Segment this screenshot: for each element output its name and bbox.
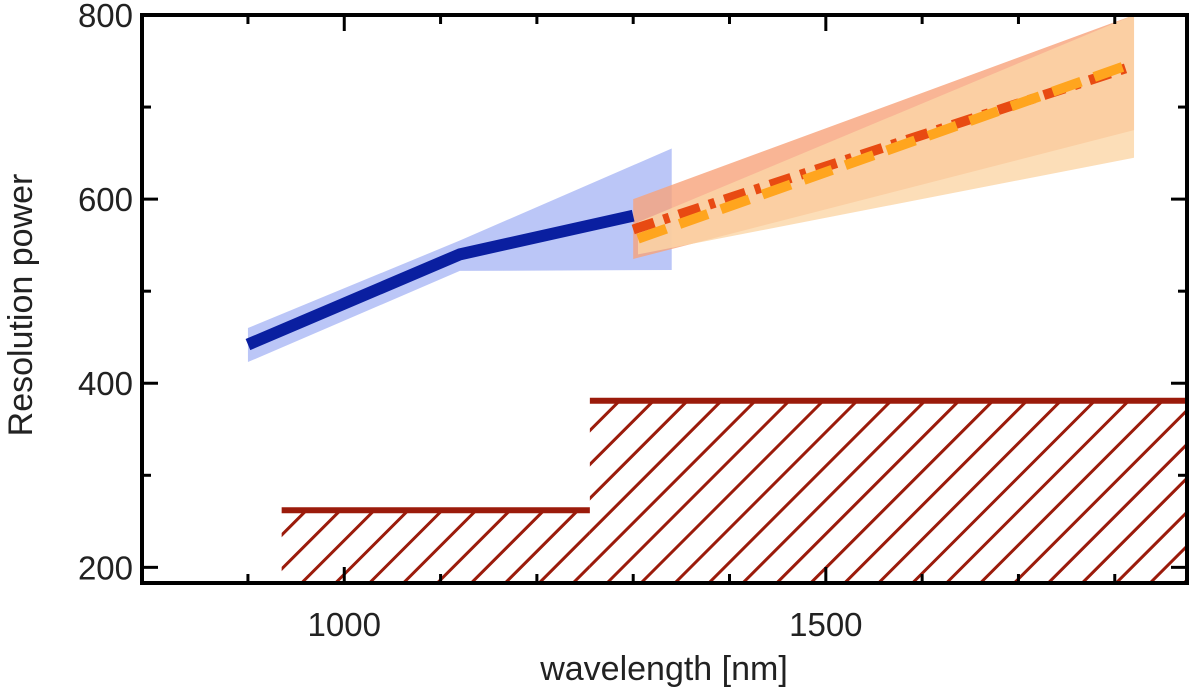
x-tick-label: 1000 [308, 606, 381, 643]
y-tick-label: 800 [78, 0, 133, 34]
orange-dashed-line-band [638, 15, 1135, 255]
y-tick-label: 600 [78, 181, 133, 218]
tick-labels: 1000 1500 200 400 600 800 [78, 0, 863, 643]
y-tick-label: 200 [78, 549, 133, 586]
red-dashdot-line [631, 60, 1136, 235]
x-tick-label: 1500 [789, 606, 862, 643]
plot-area [245, 15, 1187, 583]
hatch-high-fill [589, 400, 1187, 583]
plot-frame [140, 13, 1189, 585]
y-axis-title: Resolution power [2, 174, 40, 437]
blue-line [245, 209, 635, 351]
y-tick-label: 400 [78, 365, 133, 402]
hatch-low-fill [281, 510, 590, 583]
x-axis-title: wavelength [nm] [539, 650, 788, 688]
